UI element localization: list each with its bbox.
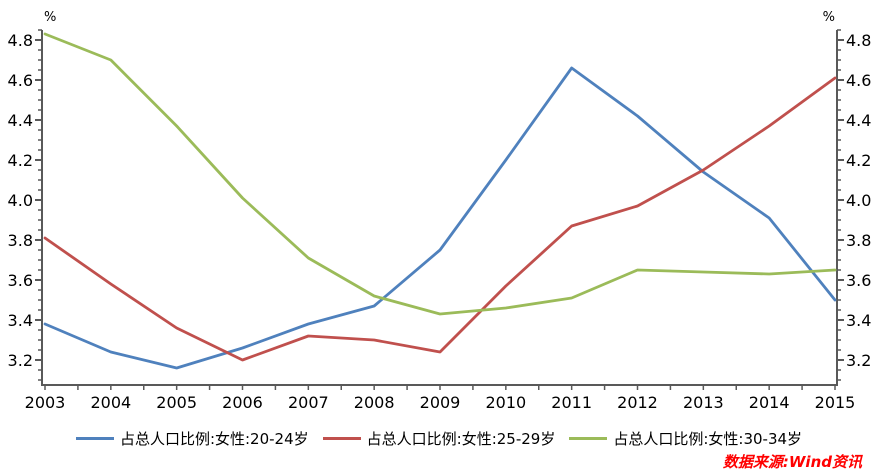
y-axis-label-left: 4.2 [8,151,33,170]
y-axis-label-right: 4.8 [846,31,871,50]
legend-label-2: 占总人口比例:女性:30-34岁 [613,429,803,448]
series-line-1 [43,76,837,362]
x-axis-label: 2014 [749,393,790,412]
y-axis-label-right: 3.2 [846,351,871,370]
y-axis-label-left: 3.2 [8,351,33,370]
series-line-2 [43,32,837,316]
x-axis-label: 2005 [156,393,197,412]
y-axis-label-left: 3.6 [8,271,33,290]
legend-item-0: 占总人口比例:女性:20-24岁 [75,428,309,449]
legend-item-1: 占总人口比例:女性:25-29岁 [322,428,556,449]
chart-legend: 占总人口比例:女性:20-24岁 占总人口比例:女性:25-29岁 占总人口比例:女… [0,427,878,449]
y-axis-label-left: 3.4 [8,311,33,330]
legend-swatch-0 [75,436,114,440]
x-axis-label: 2006 [222,393,263,412]
y-axis-unit-left: % [44,10,56,25]
y-axis-label-right: 4.4 [846,111,871,130]
y-axis-label-left: 4.4 [8,111,33,130]
x-axis-label: 2013 [683,393,724,412]
y-axis-unit-right: % [823,10,835,25]
x-axis-label: 2008 [354,393,395,412]
legend-label-0: 占总人口比例:女性:20-24岁 [119,429,309,448]
x-axis-label: 2007 [288,393,329,412]
x-axis-label: 2015 [815,393,856,412]
x-axis-label: 2010 [485,393,526,412]
x-axis-label: 2011 [551,393,592,412]
y-axis-label-left: 4.0 [8,191,33,210]
legend-swatch-2 [569,436,608,440]
y-axis-label-left: 4.6 [8,71,33,90]
x-axis-label: 2012 [617,393,658,412]
legend-label-1: 占总人口比例:女性:25-29岁 [366,429,556,448]
legend-swatch-1 [322,436,361,440]
x-axis-label: 2003 [25,393,66,412]
y-axis-label-right: 4.0 [846,191,871,210]
y-axis-label-right: 3.6 [846,271,871,290]
x-axis-label: 2009 [420,393,461,412]
y-axis-label-left: 4.8 [8,31,33,50]
series-line-0 [43,66,837,370]
y-axis-label-right: 4.2 [846,151,871,170]
legend-item-2: 占总人口比例:女性:30-34岁 [569,428,802,449]
y-axis-label-right: 3.4 [846,311,871,330]
x-axis-label: 2004 [90,393,131,412]
y-axis-label-right: 4.6 [846,71,871,90]
y-axis-label-right: 3.8 [846,231,871,250]
y-axis-label-left: 3.8 [8,231,33,250]
data-source-note: 数据来源:Wind资讯 [722,453,862,471]
